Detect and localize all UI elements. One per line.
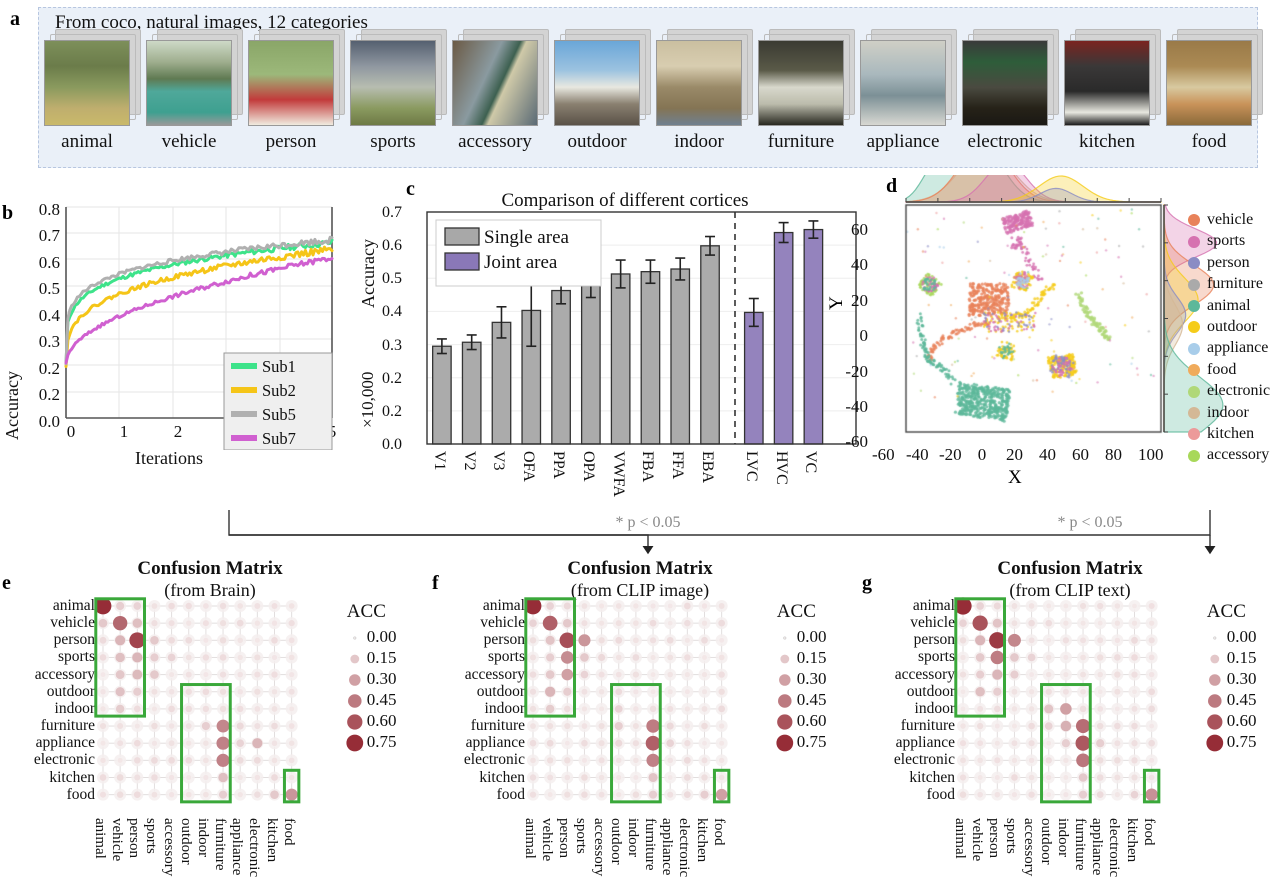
- svg-text:Sub1: Sub1: [262, 357, 296, 376]
- svg-text:Joint area: Joint area: [484, 252, 558, 273]
- svg-text:Single area: Single area: [484, 227, 570, 248]
- svg-text:* p < 0.05: * p < 0.05: [1057, 514, 1122, 531]
- svg-text:Sub2: Sub2: [262, 381, 296, 400]
- svg-text:* p < 0.05: * p < 0.05: [615, 514, 680, 531]
- svg-text:Sub5: Sub5: [262, 405, 296, 424]
- svg-text:Sub7: Sub7: [262, 429, 296, 448]
